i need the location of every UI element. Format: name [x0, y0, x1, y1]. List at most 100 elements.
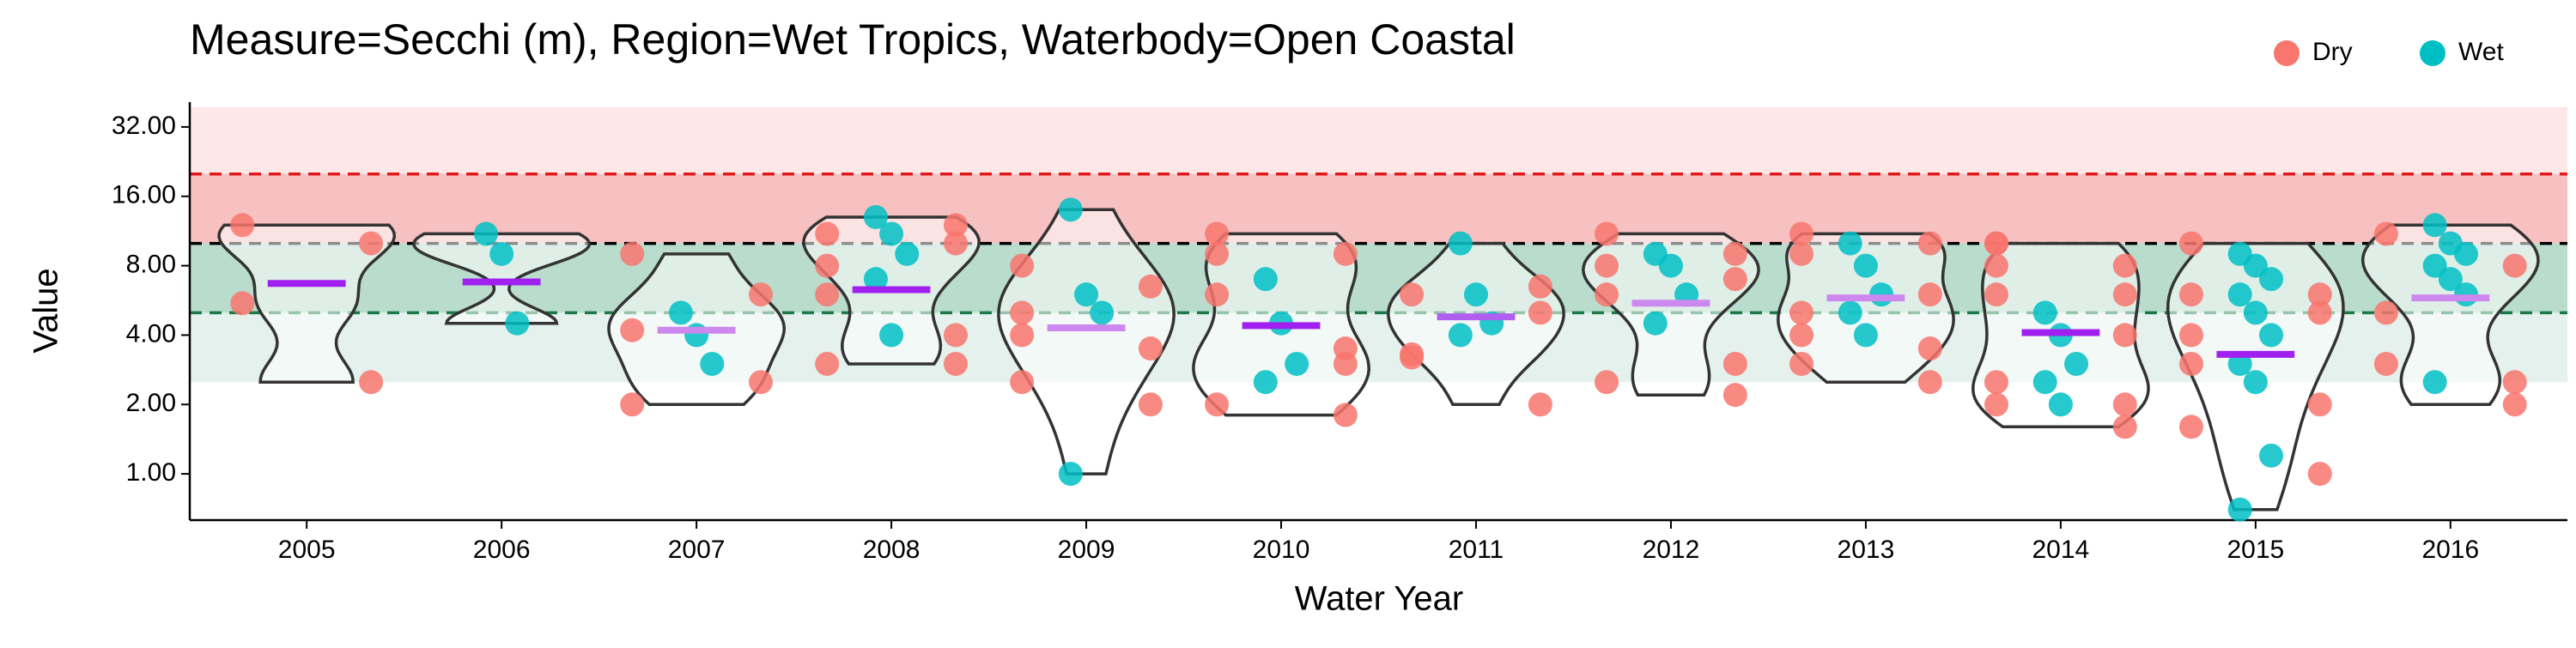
data-point — [230, 213, 255, 238]
data-point — [1333, 336, 1358, 361]
x-tick-label: 2010 — [1253, 536, 1310, 564]
data-point — [1595, 253, 1619, 278]
data-point — [879, 221, 904, 246]
data-point — [2453, 241, 2478, 266]
data-point — [2178, 415, 2203, 439]
data-point — [1984, 392, 2008, 417]
data-point — [2307, 392, 2332, 417]
data-point — [2243, 300, 2268, 325]
data-point — [620, 392, 645, 417]
data-point — [2112, 282, 2137, 307]
y-tick-label: 2.00 — [126, 389, 176, 417]
data-point — [863, 267, 888, 292]
data-point — [2178, 323, 2203, 348]
x-tick-label: 2016 — [2421, 536, 2479, 564]
data-point — [1853, 253, 1878, 278]
data-point — [1448, 231, 1473, 256]
data-point — [2373, 221, 2398, 246]
data-point — [1090, 300, 1115, 325]
data-point — [1917, 370, 1942, 395]
data-point — [1722, 241, 1747, 266]
data-point — [684, 323, 709, 348]
data-point — [1789, 323, 1814, 348]
data-point — [1917, 336, 1942, 361]
data-point — [489, 241, 514, 266]
data-point — [2112, 323, 2137, 348]
y-tick-label: 32.00 — [112, 112, 176, 140]
data-point — [1853, 323, 1878, 348]
data-point — [1722, 383, 1747, 408]
data-point — [2438, 267, 2463, 292]
data-point — [473, 221, 498, 246]
data-point — [1010, 300, 1035, 325]
x-tick-label: 2005 — [278, 536, 336, 564]
data-point — [1205, 282, 1230, 307]
data-point — [1917, 231, 1942, 256]
data-point — [2259, 267, 2284, 292]
data-point — [1789, 221, 1814, 246]
data-point — [2259, 323, 2284, 348]
data-point — [1789, 351, 1814, 376]
data-point — [2307, 462, 2332, 487]
data-point — [2502, 253, 2527, 278]
data-point — [1722, 351, 1747, 376]
data-point — [895, 241, 920, 266]
data-point — [1010, 323, 1035, 348]
data-point — [2178, 351, 2203, 376]
threshold-band — [190, 173, 2567, 244]
data-point — [1722, 267, 1747, 292]
data-point — [1333, 241, 1358, 266]
data-point — [1528, 300, 1552, 325]
data-point — [815, 282, 840, 307]
threshold-band — [190, 106, 2567, 174]
data-point — [2502, 392, 2527, 417]
data-point — [1205, 221, 1230, 246]
data-point — [1528, 274, 1552, 299]
data-point — [1138, 392, 1163, 417]
data-point — [505, 311, 530, 336]
violin — [217, 223, 397, 384]
data-point — [1463, 282, 1488, 307]
data-point — [668, 300, 693, 325]
data-point — [2422, 370, 2447, 395]
data-point — [879, 323, 904, 348]
data-point — [1205, 241, 1230, 266]
data-point — [2032, 370, 2057, 395]
data-point — [943, 323, 968, 348]
data-point — [2064, 351, 2089, 376]
data-point — [2307, 300, 2332, 325]
x-tick-label: 2009 — [1058, 536, 1115, 564]
legend-marker — [2274, 40, 2300, 66]
data-point — [1138, 336, 1163, 361]
data-point — [749, 370, 774, 395]
x-tick-label: 2011 — [1449, 536, 1504, 564]
data-point — [1528, 392, 1552, 417]
data-point — [1838, 231, 1862, 256]
data-point — [943, 213, 968, 238]
data-point — [1595, 282, 1619, 307]
data-point — [1058, 197, 1083, 222]
data-point — [700, 351, 725, 376]
data-point — [1010, 370, 1035, 395]
data-point — [2112, 392, 2137, 417]
data-point — [230, 291, 255, 316]
data-point — [1333, 403, 1358, 427]
data-point — [1285, 351, 1309, 376]
data-point — [1400, 282, 1425, 307]
y-tick-label: 16.00 — [112, 181, 176, 209]
data-point — [1595, 221, 1619, 246]
x-tick-label: 2015 — [2227, 536, 2284, 564]
data-point — [1138, 274, 1163, 299]
data-point — [1058, 462, 1083, 487]
data-point — [2227, 497, 2252, 522]
data-point — [1010, 253, 1035, 278]
legend-marker — [2420, 40, 2445, 66]
data-point — [2422, 213, 2447, 238]
x-tick-label: 2014 — [2032, 536, 2090, 564]
data-point — [2259, 443, 2284, 468]
y-tick-label: 4.00 — [126, 319, 176, 348]
x-tick-label: 2007 — [668, 536, 726, 564]
data-point — [863, 204, 888, 229]
data-point — [1400, 345, 1425, 370]
